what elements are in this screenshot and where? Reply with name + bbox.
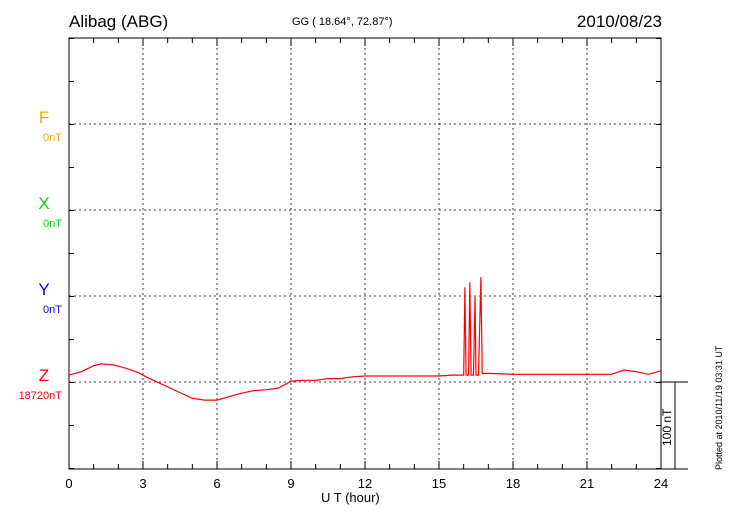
x-tick-label: 6	[213, 476, 220, 491]
series-line-Z	[68, 277, 662, 401]
x-tick-label: 9	[287, 476, 294, 491]
x-tick-label: 15	[432, 476, 446, 491]
x-tick-label: 24	[654, 476, 668, 491]
date-label: 2010/08/23	[576, 12, 662, 31]
channel-label-Z: Z	[39, 366, 49, 385]
x-tick-label: 18	[506, 476, 520, 491]
channel-label-Y: Y	[38, 280, 49, 299]
channel-label-X: X	[38, 194, 49, 213]
x-tick-label: 21	[580, 476, 594, 491]
channel-baseline-Z: 18720nT	[19, 390, 63, 402]
x-tick-label: 0	[65, 476, 72, 491]
channel-label-F: F	[39, 108, 49, 127]
coords-label: GG ( 18.64°, 72.87°)	[292, 16, 393, 28]
channel-baseline-F: 0nT	[43, 132, 62, 144]
x-tick-label: 3	[139, 476, 146, 491]
channel-baseline-Y: 0nT	[43, 304, 62, 316]
x-axis-label: U T (hour)	[321, 490, 380, 505]
station-title: Alibag (ABG)	[69, 12, 169, 31]
x-tick-label: 12	[358, 476, 372, 491]
channel-baseline-X: 0nT	[43, 218, 62, 230]
